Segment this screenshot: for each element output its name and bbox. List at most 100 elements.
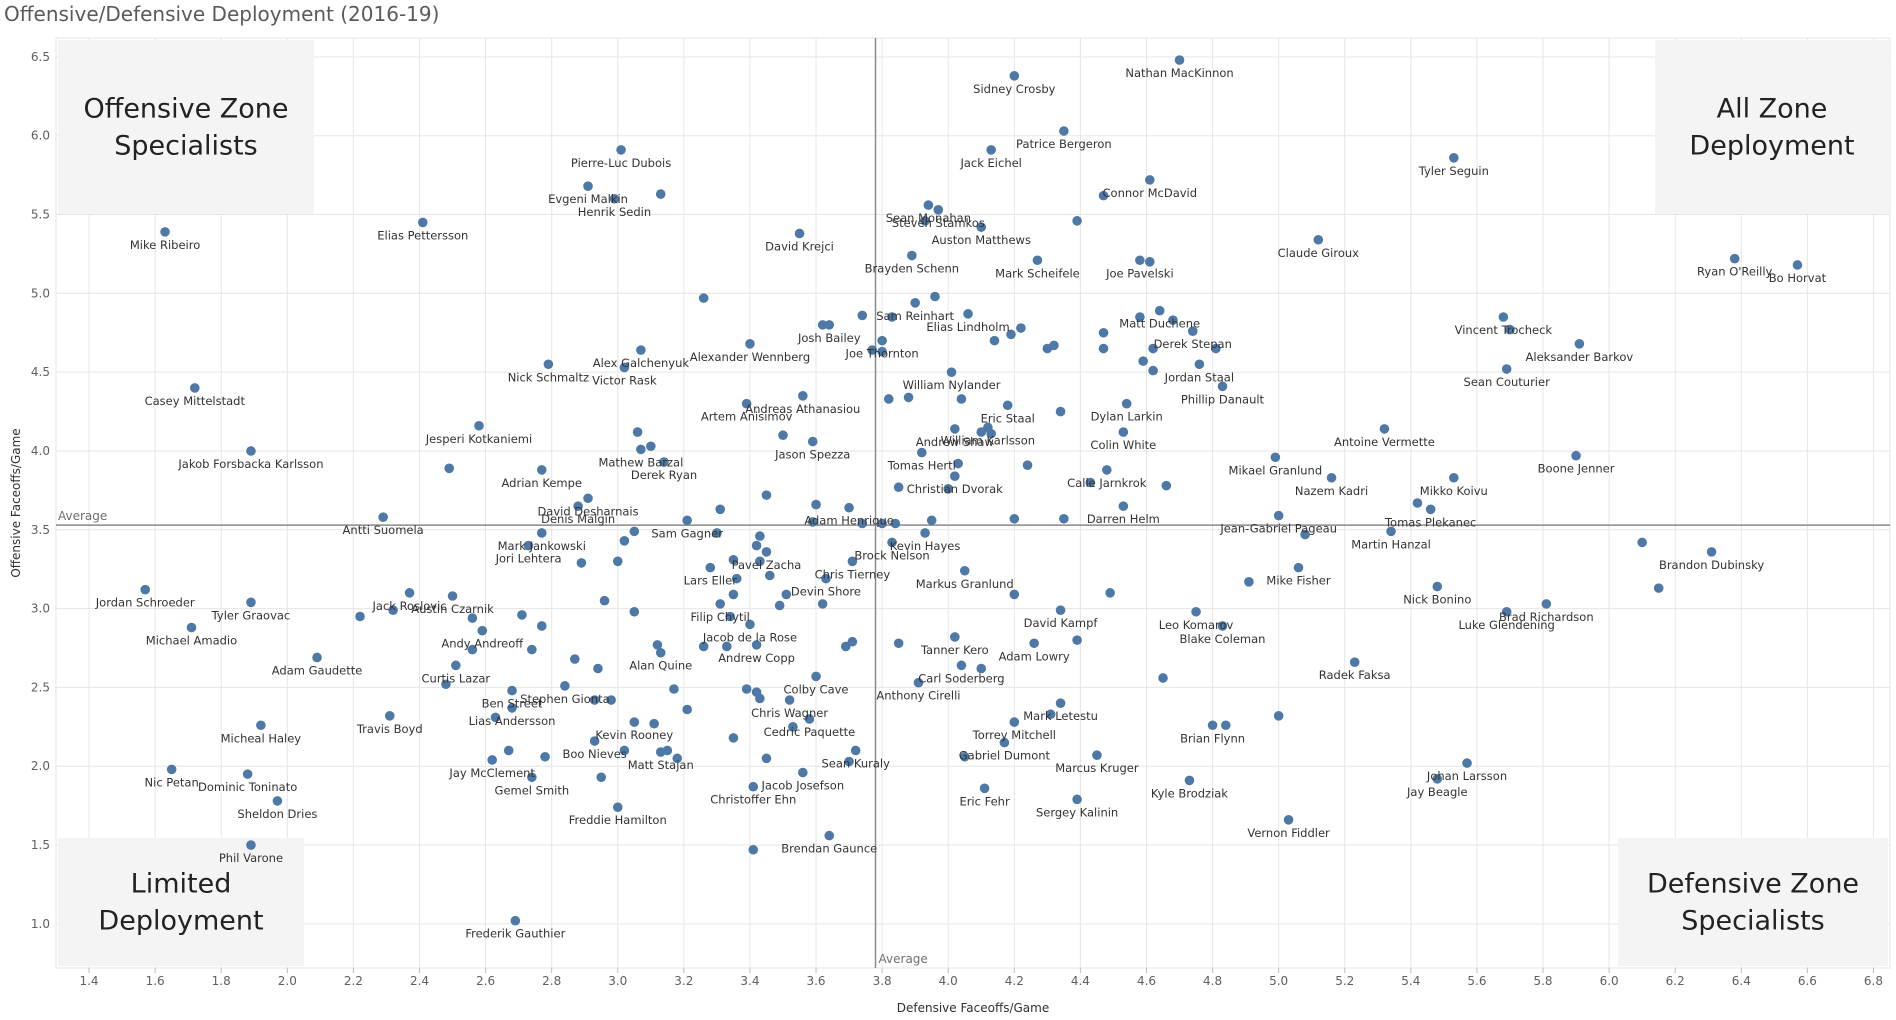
quadrant-bottom-left-box — [58, 838, 304, 966]
point-label: Joe Pavelski — [1105, 266, 1174, 280]
data-point — [596, 772, 607, 783]
data-point — [583, 493, 593, 504]
data-point — [715, 504, 726, 515]
data-point — [1092, 750, 1102, 761]
point-label: William Nylander — [903, 378, 1001, 392]
point-label: Alan Quine — [629, 659, 692, 673]
data-point — [1326, 472, 1337, 483]
point-label: Patrice Bergeron — [1016, 137, 1112, 151]
quadrant-top-right-box — [1655, 40, 1889, 214]
data-point — [186, 622, 197, 633]
y-tick-label: 4.5 — [31, 365, 50, 379]
point-label: Kevin Hayes — [890, 539, 961, 553]
data-point — [807, 436, 818, 447]
quadrant-bottom-right-text: Specialists — [1681, 906, 1825, 937]
point-label: Mark Jankowski — [498, 539, 586, 553]
point-label: Brendan Gaunce — [781, 842, 877, 856]
point-label: Tanner Kero — [920, 643, 989, 657]
point-label: Victor Rask — [592, 373, 657, 387]
data-point — [166, 764, 177, 775]
data-point — [1032, 255, 1043, 266]
point-label: Sidney Crosby — [973, 82, 1055, 96]
data-point — [887, 312, 897, 322]
data-point — [923, 200, 934, 210]
point-label: Colby Cave — [784, 682, 849, 696]
data-point — [583, 181, 593, 191]
data-point — [1792, 260, 1803, 270]
data-point — [246, 840, 256, 850]
point-label: Vernon Fiddler — [1247, 826, 1330, 840]
data-point — [629, 606, 640, 617]
quadrant-top-right-text: All Zone — [1717, 94, 1828, 125]
point-label: Sean Couturier — [1464, 375, 1551, 389]
x-tick-label: 2.8 — [542, 974, 561, 988]
data-point — [1121, 398, 1132, 409]
data-point — [817, 320, 828, 330]
data-point — [589, 695, 600, 705]
data-point — [1135, 312, 1145, 322]
data-point — [1144, 257, 1155, 267]
point-label: Derek Stepan — [1154, 337, 1232, 351]
data-point — [731, 573, 742, 584]
data-point — [1072, 794, 1082, 805]
data-point — [794, 228, 805, 239]
point-label: Mark Letestu — [1023, 709, 1098, 723]
point-label: Casey Mittelstadt — [145, 394, 246, 408]
data-point — [444, 463, 455, 474]
data-point — [824, 830, 835, 841]
data-point — [560, 681, 570, 691]
point-label: Curtis Lazar — [422, 671, 491, 685]
point-label: Jacob de la Rose — [702, 630, 797, 644]
y-tick-label: 5.5 — [31, 208, 50, 222]
point-label: Nic Petan — [145, 775, 199, 789]
point-label: Adam Henrique — [804, 514, 893, 528]
point-label: Jacob Josefson — [761, 779, 845, 793]
point-label: Josh Bailey — [797, 331, 861, 345]
data-point — [1273, 710, 1284, 721]
point-label: Jori Lehtera — [495, 552, 562, 566]
data-point — [1412, 498, 1423, 508]
data-point — [811, 671, 821, 682]
data-point — [1085, 477, 1096, 488]
y-axis-label: Offensive Faceoffs/Game — [9, 428, 23, 577]
x-tick-label: 6.4 — [1732, 974, 1751, 988]
quadrant-bottom-left-text: Limited — [131, 869, 232, 900]
data-point — [1462, 758, 1472, 768]
data-point — [669, 684, 679, 694]
data-point — [619, 362, 630, 373]
point-label: Dylan Larkin — [1091, 410, 1163, 424]
data-point — [1449, 152, 1459, 163]
plot-border — [55, 37, 1891, 969]
point-label: Sheldon Dries — [237, 807, 317, 821]
point-label: Dominic Toninato — [198, 780, 297, 794]
data-point — [140, 584, 151, 595]
data-point — [953, 458, 963, 469]
data-point — [1098, 343, 1109, 354]
data-point — [527, 644, 537, 655]
point-label: Christian Dvorak — [907, 482, 1003, 496]
data-point — [745, 619, 755, 630]
x-tick-label: 4.8 — [1203, 974, 1222, 988]
point-label: Mike Fisher — [1266, 574, 1330, 588]
data-point — [1022, 460, 1033, 470]
data-point — [761, 490, 772, 500]
data-point — [761, 547, 772, 557]
data-point — [916, 447, 927, 458]
data-point — [976, 663, 987, 674]
point-label: Andreas Athanasiou — [745, 402, 860, 416]
point-label: Anthony Cirelli — [876, 689, 960, 703]
data-point — [1207, 720, 1218, 731]
point-label: Mike Ribeiro — [130, 238, 200, 252]
data-point — [1118, 501, 1129, 511]
data-point — [933, 205, 944, 215]
data-point — [404, 588, 415, 598]
data-point — [698, 293, 709, 303]
data-point — [798, 767, 808, 778]
point-label: Tomas Plekanec — [1384, 515, 1476, 529]
point-label: Jakob Forsbacka Karlsson — [177, 457, 323, 471]
point-label: Jay Beagle — [1406, 785, 1467, 799]
data-point — [1055, 605, 1066, 615]
data-point — [490, 712, 501, 723]
data-point — [824, 320, 835, 330]
